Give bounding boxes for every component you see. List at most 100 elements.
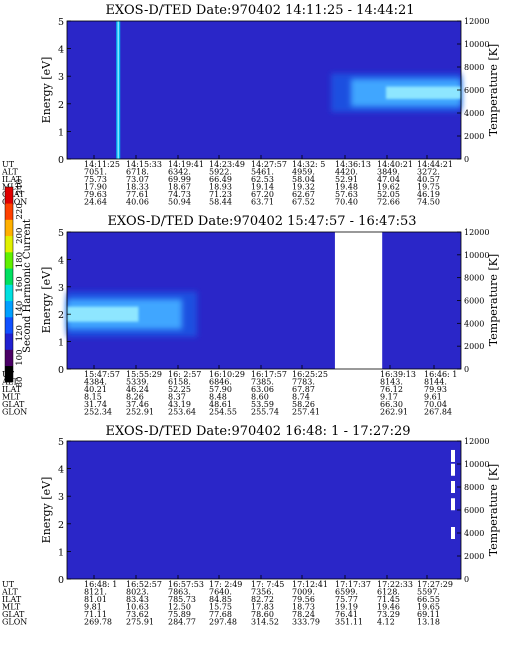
ephemeris-value: 77.61: [126, 190, 149, 199]
temperature-tick-label: 0: [464, 575, 469, 584]
ephemeris-value: 16:10:29: [209, 370, 245, 379]
ephemeris-value: 37.46: [126, 400, 149, 409]
temperature-marker: [451, 527, 455, 539]
temperature-tick-label: 8000: [464, 274, 484, 283]
ephemeris-value: 252.91: [126, 408, 154, 417]
panel-3-energy-ticks: 0 1 2 3 4 5: [58, 437, 428, 586]
ephemeris-value: 6718.: [126, 168, 149, 177]
ephemeris-value: 40.06: [126, 198, 149, 207]
panel-1-energy-axis-label: Energy [eV]: [40, 57, 53, 124]
ephemeris-value: 77.68: [209, 610, 232, 619]
ephemeris-value: 83.43: [126, 595, 149, 604]
temperature-tick-label: 4000: [464, 109, 484, 118]
ephemeris-value: 9.17: [380, 393, 398, 402]
energy-tick-label: 2: [58, 310, 64, 321]
ephemeris-value: 254.55: [209, 408, 237, 417]
ephemeris-value: 6599.: [335, 588, 358, 597]
ephemeris-value: 66.30: [380, 400, 403, 409]
ephemeris-value: 6128.: [377, 588, 400, 597]
ephemeris-value: 17:17:37: [335, 580, 371, 589]
colorbar-swatch: [5, 349, 13, 367]
ephemeris-value: 8121.: [84, 588, 107, 597]
ephemeris-value: 74.50: [417, 198, 440, 207]
temperature-marker: [451, 463, 455, 476]
temperature-tick-label: 4000: [464, 319, 484, 328]
ephemeris-value: 4.12: [377, 618, 395, 627]
ephemeris-value: 79.93: [424, 385, 447, 394]
colorbar-swatch: [5, 235, 13, 253]
colorbar-ticks: 80 100 120 140 160 180 200 220 240: [15, 179, 25, 388]
colorbar-swatch: [5, 203, 13, 220]
panel-2: EXOS-D/TED Date:970402 15:47:57 - 16:47:…: [1, 214, 500, 417]
panel-3-temperature-axis-label: Temperature [K]: [487, 464, 500, 556]
ephemeris-value: 19.65: [417, 603, 440, 612]
energy-tick-label: 4: [58, 255, 64, 266]
energy-tick-label: 2: [58, 520, 64, 531]
ephemeris-value: 43.19: [168, 400, 191, 409]
ephemeris-value: 24.64: [84, 198, 107, 207]
ephemeris-value: 6846.: [209, 378, 232, 387]
colorbar-tick-label: 140: [15, 301, 25, 317]
ephemeris-row-label: MLT: [2, 603, 21, 612]
colorbar-swatch: [5, 268, 13, 285]
ephemeris-value: 67.52: [292, 198, 315, 207]
ephemeris-value: 4959.: [292, 168, 315, 177]
ephemeris-value: 58.04: [292, 175, 315, 184]
ephemeris-value: 72.66: [377, 198, 400, 207]
panel-1-ephemeris: UT 14:11:25 14:15:33 14:19:41 14:23:49 14:27:…: [1, 160, 453, 207]
ephemeris-value: 8143.: [380, 378, 403, 387]
ephemeris-value: 16:57:53: [168, 580, 204, 589]
data-gap: [334, 232, 383, 369]
ephemeris-value: 5339.: [126, 378, 149, 387]
ephemeris-value: 297.48: [209, 618, 237, 627]
ephemeris-row-label: GLON: [2, 618, 27, 627]
panel-1-energy-ticks: 0 1 2 3 4 5: [58, 17, 428, 166]
ephemeris-value: 15:55:29: [126, 370, 162, 379]
colorbar-swatch: [5, 284, 13, 302]
panel-3-energy-axis-label: Energy [eV]: [40, 477, 53, 544]
ephemeris-value: 4384.: [84, 378, 107, 387]
ephemeris-value: 40.21: [84, 385, 107, 394]
colorbar-tick-label: 100: [15, 350, 25, 366]
ephemeris-value: 71.45: [377, 595, 400, 604]
colorbar-tick-label: 220: [15, 203, 25, 219]
temperature-tick-label: 6000: [464, 297, 484, 306]
ephemeris-value: 73.29: [377, 610, 400, 619]
ephemeris-value: 63.71: [251, 198, 274, 207]
ephemeris-value: 78.24: [292, 610, 315, 619]
ephemeris-value: 8144.: [424, 378, 447, 387]
colorbar-swatch: [5, 300, 13, 318]
ephemeris-value: 7356.: [251, 588, 274, 597]
ephemeris-row-label: ILAT: [2, 595, 22, 604]
panel-2-temperature-ticks: 0 2000 4000 6000 8000 10000 12000: [457, 228, 489, 374]
ephemeris-value: 7640.: [209, 588, 232, 597]
ephemeris-value: 18.73: [292, 603, 315, 612]
ephemeris-value: 15:47:57: [84, 370, 120, 379]
energy-tick-label: 1: [58, 338, 64, 349]
ephemeris-value: 79.56: [292, 595, 315, 604]
ephemeris-value: 67.87: [292, 385, 315, 394]
colorbar-label: Second Harmonic Current: [22, 219, 33, 353]
temperature-tick-label: 6000: [464, 86, 484, 95]
energy-tick-label: 1: [58, 127, 64, 138]
ephemeris-value: 4420.: [335, 168, 358, 177]
ephemeris-value: 262.91: [380, 408, 408, 417]
colorbar-frame: [4, 186, 14, 383]
energy-tick-label: 0: [58, 575, 64, 586]
ephemeris-value: 46.24: [126, 385, 149, 394]
ephemeris-value: 14:19:41: [168, 160, 204, 169]
panel-3-plot-area: [67, 441, 461, 579]
energy-tick-label: 3: [58, 492, 64, 503]
ephemeris-value: 66.49: [209, 175, 232, 184]
ephemeris-value: 7385.: [251, 378, 274, 387]
ephemeris-row-label: ILAT: [2, 385, 22, 394]
ephemeris-value: 351.11: [335, 618, 363, 627]
energy-tick-label: 0: [58, 365, 64, 376]
energy-tick-label: 4: [58, 45, 64, 56]
ephemeris-value: 253.64: [168, 408, 196, 417]
ephemeris-value: 14:11:25: [84, 160, 120, 169]
ephemeris-value: 10.63: [126, 603, 149, 612]
energy-tick-label: 2: [58, 100, 64, 111]
colorbar-tick-label: 120: [15, 325, 25, 341]
